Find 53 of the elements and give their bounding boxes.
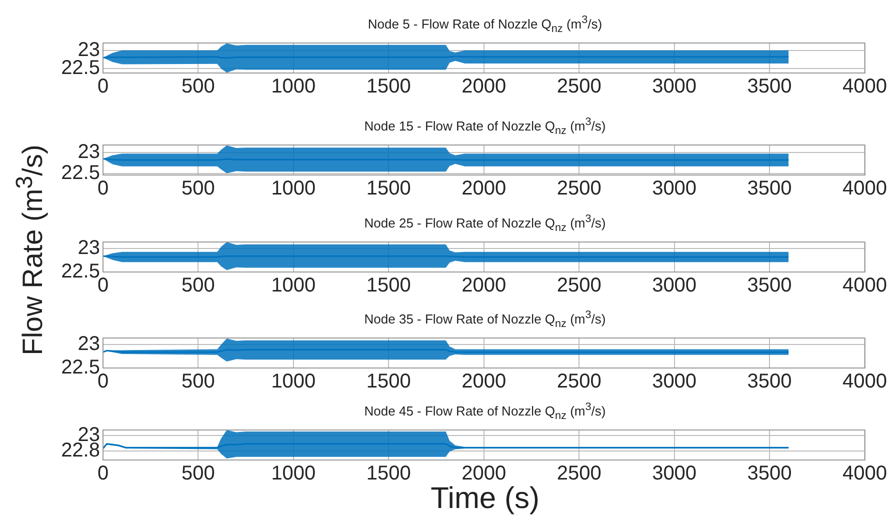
- x-tick-label: 500: [182, 462, 215, 485]
- x-tick-label: 4000: [842, 274, 888, 297]
- x-tick-label: 3000: [652, 462, 697, 485]
- x-tick-label: 1000: [271, 370, 316, 393]
- x-tick-label: 1500: [366, 462, 411, 485]
- x-tick-label: 1500: [366, 178, 411, 200]
- x-tick-label: 0: [97, 178, 109, 200]
- x-tick-label: 2000: [462, 462, 506, 485]
- chart-title: Node 45 - Flow Rate of Nozzle Q$_{nz}$ (m$^{3}$/s): [364, 401, 606, 422]
- x-tick-label: 1000: [271, 76, 316, 98]
- x-tick-label: 4000: [842, 462, 888, 485]
- x-tick-label: 3500: [747, 462, 792, 485]
- y-tick-label: 23: [78, 140, 100, 163]
- x-tick-label: 2000: [462, 178, 506, 200]
- x-tick-label: 3000: [652, 274, 697, 297]
- x-tick-label: 1500: [366, 370, 411, 393]
- y-tick-label: 23: [78, 333, 100, 356]
- x-tick-label: 1000: [271, 462, 316, 485]
- x-tick-label: 2500: [556, 274, 602, 297]
- x-tick-label: 4000: [842, 178, 888, 200]
- x-tick-label: 2500: [556, 76, 602, 98]
- x-tick-label: 1500: [366, 274, 411, 297]
- x-tick-label: 4000: [842, 76, 888, 98]
- x-tick-label: 2500: [556, 370, 602, 393]
- y-tick-label: 22.5: [61, 162, 100, 184]
- x-tick-label: 500: [182, 274, 215, 297]
- x-tick-label: 2000: [462, 274, 506, 297]
- x-tick-label: 2000: [462, 76, 506, 98]
- x-tick-label: 2500: [556, 178, 602, 200]
- x-tick-label: 3500: [747, 370, 792, 393]
- x-tick-label: 2500: [556, 462, 602, 485]
- x-tick-label: 3500: [747, 274, 792, 297]
- x-tick-label: 3500: [747, 178, 792, 200]
- x-tick-label: 0: [97, 76, 109, 98]
- x-tick-label: 1500: [366, 76, 411, 98]
- x-tick-label: 3000: [652, 76, 697, 98]
- x-tick-label: 4000: [842, 370, 888, 393]
- x-tick-label: 500: [182, 370, 215, 393]
- chart-title: Node 25 - Flow Rate of Nozzle Q$_{nz}$ (m$^{3}$/s): [364, 213, 606, 234]
- x-tick-label: 1000: [271, 178, 316, 200]
- x-tick-label: 3500: [747, 76, 792, 98]
- x-tick-label: 3000: [652, 178, 697, 200]
- x-tick-label: 2000: [462, 370, 506, 393]
- chart-title: Node 5 - Flow Rate of Nozzle Q$_{nz}$ (m$^{3}$/s): [368, 14, 602, 35]
- chart-title: Node 15 - Flow Rate of Nozzle Q$_{nz}$ (m$^{3}$/s): [364, 116, 606, 137]
- x-tick-label: 1000: [271, 274, 316, 297]
- x-tick-label: 0: [97, 462, 109, 485]
- x-tick-label: 3000: [652, 370, 697, 393]
- y-tick-label: 23: [78, 237, 100, 260]
- x-tick-label: 500: [182, 76, 215, 98]
- x-axis-title: Time (s): [430, 482, 540, 515]
- x-tick-label: 500: [182, 178, 215, 200]
- chart-title: Node 35 - Flow Rate of Nozzle Q$_{nz}$ (m$^{3}$/s): [364, 309, 606, 330]
